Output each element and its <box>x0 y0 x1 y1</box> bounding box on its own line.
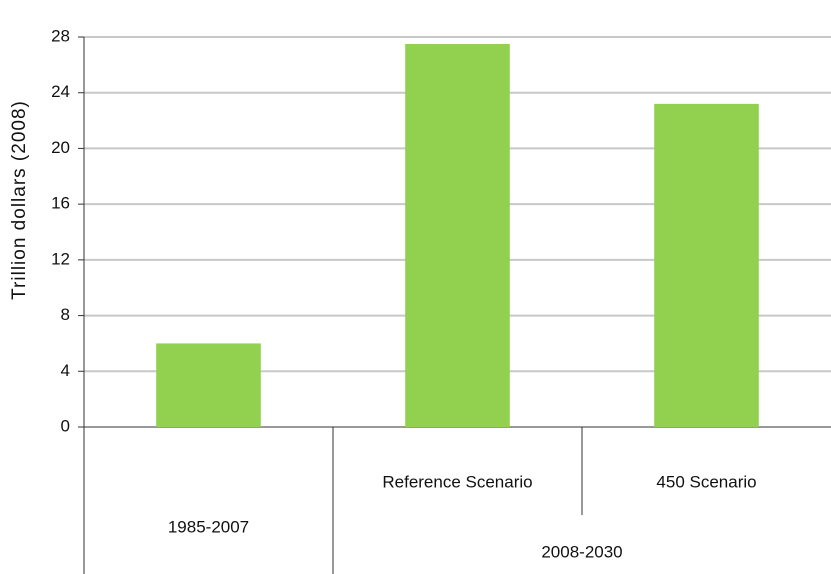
bar <box>156 343 261 427</box>
x-tick-label: 450 Scenario <box>656 472 756 491</box>
y-tick-label: 20 <box>51 138 70 157</box>
y-tick-label: 16 <box>51 194 70 213</box>
y-tick-label: 24 <box>51 82 70 101</box>
y-tick-label: 4 <box>61 361 70 380</box>
group-label: 2008-2030 <box>541 542 622 561</box>
y-tick-label: 8 <box>61 305 70 324</box>
y-axis-label: Trillion dollars (2008) <box>9 100 30 300</box>
y-tick-label: 12 <box>51 249 70 268</box>
group-label: 1985-2007 <box>168 517 249 536</box>
x-tick-label: Reference Scenario <box>382 472 532 491</box>
y-tick-label: 0 <box>61 416 70 435</box>
y-tick-label: 28 <box>51 26 70 45</box>
bar <box>654 103 759 427</box>
bar <box>405 43 510 427</box>
